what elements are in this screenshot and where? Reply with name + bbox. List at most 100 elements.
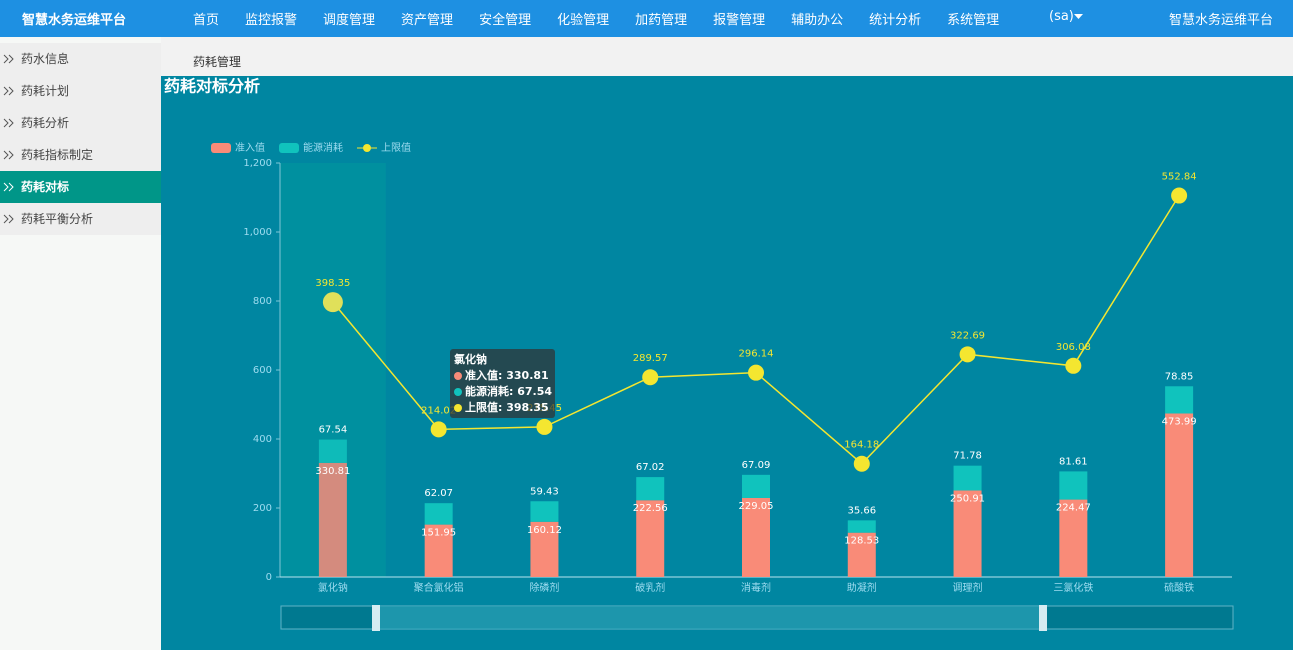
bar-label: 330.81: [315, 466, 350, 477]
line-label: 398.35: [315, 278, 350, 289]
sidebar-item[interactable]: 药耗分析: [0, 107, 161, 139]
bar: [318, 439, 347, 463]
caret-icon: [1074, 14, 1083, 19]
tooltip-dot: [454, 372, 462, 380]
tooltip-item: 上限值: 398.35: [465, 400, 549, 414]
nav-item[interactable]: 调度管理: [323, 13, 376, 28]
chevron-icon: [3, 150, 14, 160]
top-bar: 智慧水务运维平台 首页 监控报警 调度管理 资产管理 安全管理 化验管理 加药管理 报警管理 辅…: [0, 0, 1293, 37]
line: [332, 195, 1180, 465]
tooltip-box: [450, 349, 555, 418]
legend-label: 准入值: [235, 141, 265, 154]
nav-item[interactable]: 资产管理: [401, 13, 454, 28]
nav-item[interactable]: 报警管理: [713, 13, 766, 28]
sidebar-item[interactable]: 药耗平衡分析: [0, 203, 161, 235]
sidebar-item[interactable]: 药水信息: [0, 43, 161, 75]
x-tick-label: 氯化钠: [318, 581, 348, 594]
y-tick-label: 200: [253, 503, 272, 514]
sidebar-label: 药耗对标: [21, 180, 70, 194]
bar: [742, 474, 770, 498]
nav-item[interactable]: 首页: [193, 13, 220, 28]
nav-item[interactable]: 加药管理: [635, 13, 688, 28]
nav-item[interactable]: 系统管理: [947, 13, 1000, 28]
x-tick-label: 除磷剂: [529, 581, 559, 594]
sidebar-label: 药耗分析: [21, 116, 70, 130]
y-tick-label: 600: [253, 365, 272, 376]
line-label: 289.57: [633, 353, 668, 364]
line-point: [748, 364, 764, 381]
nav-item[interactable]: 监控报警: [245, 13, 298, 28]
bar: [424, 503, 453, 525]
bar-label: 151.95: [421, 528, 456, 539]
legend-label: 能源消耗: [303, 141, 343, 154]
line-label: 164.18: [844, 440, 879, 451]
chevron-icon: [3, 86, 14, 96]
nav-item[interactable]: 统计分析: [869, 13, 922, 28]
bar-label: 224.47: [1056, 503, 1091, 514]
bar: [1165, 386, 1194, 414]
bar: [318, 462, 347, 577]
bar-label: 78.85: [1165, 371, 1194, 382]
legend-dot: [363, 144, 371, 152]
bar-label: 229.05: [739, 501, 774, 512]
chevron-icon: [3, 182, 14, 192]
bar-label: 71.78: [953, 451, 982, 462]
zoom-window: [376, 606, 1043, 629]
x-tick-label: 三氯化铁: [1053, 581, 1093, 594]
breadcrumb-bar: 药耗管理: [161, 37, 1293, 76]
bar-label: 62.07: [424, 488, 453, 499]
legend-swatch: [279, 143, 299, 153]
nav: 首页 监控报警 调度管理 资产管理 安全管理 化验管理 加药管理 报警管理 辅助办公 统计分析 系统…: [180, 0, 1012, 37]
zoom-handle[interactable]: [1039, 605, 1047, 631]
line-label: 306.08: [1056, 342, 1091, 353]
zoom-handle[interactable]: [372, 605, 380, 631]
bar: [1059, 471, 1088, 500]
chevron-icon: [3, 214, 14, 224]
bar: [1165, 413, 1194, 577]
y-tick-label: 800: [253, 296, 272, 307]
bar: [1059, 499, 1088, 577]
line-label: 552.84: [1162, 172, 1197, 183]
sidebar: 药水信息药耗计划药耗分析药耗指标制定 药耗对标药耗平衡分析: [0, 37, 161, 650]
bar-label: 160.12: [527, 525, 562, 536]
bar-label: 67.54: [319, 425, 348, 436]
x-tick-label: 调理剂: [953, 581, 983, 594]
bar-label: 59.43: [530, 486, 559, 497]
x-tick-label: 消毒剂: [741, 581, 771, 594]
line-label: 296.14: [739, 349, 774, 360]
breadcrumb: 药耗管理: [193, 55, 242, 69]
bar: [530, 521, 559, 577]
tooltip-dot: [454, 388, 462, 396]
brand: 智慧水务运维平台: [22, 13, 127, 28]
bar-label: 81.61: [1059, 456, 1088, 467]
y-tick-label: 1,200: [243, 158, 272, 169]
bar: [847, 520, 876, 533]
bar-label: 35.66: [847, 505, 876, 516]
sidebar-label: 药耗平衡分析: [21, 212, 94, 226]
nav-item[interactable]: 安全管理: [479, 13, 532, 28]
sidebar-item[interactable]: 药耗计划: [0, 75, 161, 107]
bar: [636, 500, 665, 577]
sidebar-item[interactable]: 药耗指标制定: [0, 139, 161, 171]
line-label: 214.02: [421, 405, 456, 416]
nav-item[interactable]: 辅助办公: [791, 13, 844, 28]
sidebar-item[interactable]: 药耗对标: [0, 171, 161, 203]
bar-label: 250.91: [950, 493, 985, 504]
bar: [636, 477, 665, 501]
y-tick-label: 400: [253, 434, 272, 445]
sidebar-label: 药耗指标制定: [21, 148, 94, 162]
tooltip-dot: [454, 404, 462, 412]
line-point: [322, 292, 343, 313]
bar-label: 222.56: [633, 503, 668, 514]
right-title: 智慧水务运维平台: [1168, 13, 1273, 28]
sidebar-label: 药耗计划: [21, 84, 70, 98]
legend-label: 上限值: [381, 141, 411, 154]
bar-label: 128.53: [844, 536, 879, 547]
line-point: [853, 455, 870, 472]
user-menu[interactable]: (sa): [1049, 9, 1074, 24]
nav-item[interactable]: 化验管理: [557, 13, 610, 28]
line-point: [642, 369, 659, 386]
